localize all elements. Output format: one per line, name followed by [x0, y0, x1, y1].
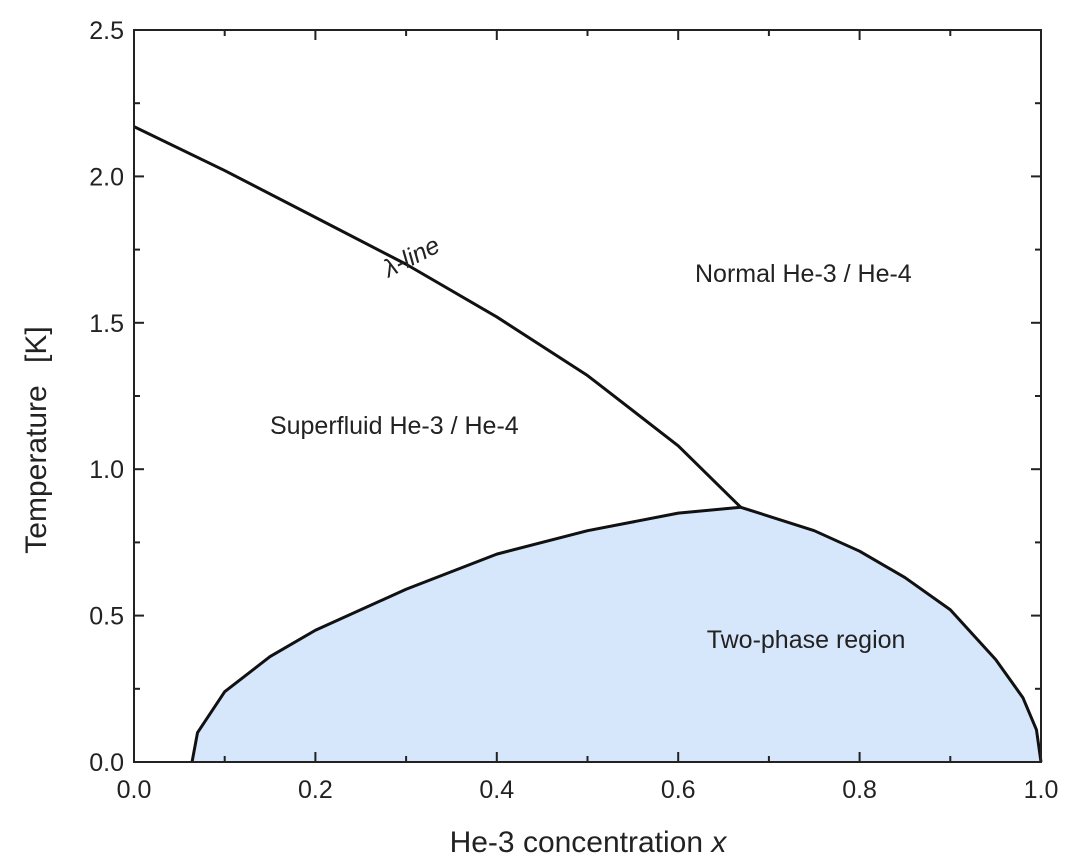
lambda-line — [133, 125, 742, 509]
lambda-line-label: λ-line — [377, 231, 445, 284]
x-tick-label: 0.0 — [117, 776, 152, 804]
x-tick-label: 0.8 — [842, 776, 877, 804]
y-tick-label: 1.5 — [89, 310, 124, 338]
axes-layer: 0.0 0.2 0.4 0.6 0.8 1.0 0.0 0.5 1.0 1.5 2.0 2.5 — [89, 17, 1058, 804]
y-axis-label-text: Temperature — [20, 385, 53, 553]
y-tick-label: 1.0 — [89, 456, 124, 484]
y-tick-label: 2.0 — [89, 163, 124, 191]
x-axis-label-text: He-3 concentration — [450, 826, 703, 859]
x-tick-label: 0.4 — [479, 776, 514, 804]
y-axis-label: Temperature [K] — [20, 326, 53, 553]
two-phase-region-fill — [192, 507, 1042, 762]
x-axis-label: He-3 concentration x — [450, 826, 728, 859]
y-tick-label: 0.5 — [89, 603, 124, 631]
two-phase-region-label: Two-phase region — [707, 626, 906, 654]
y-tick-label: 0.0 — [89, 749, 124, 777]
x-tick-label: 0.6 — [661, 776, 696, 804]
superfluid-region-label: Superfluid He-3 / He-4 — [270, 412, 519, 440]
plot-layer — [133, 125, 1043, 763]
y-tick-label: 2.5 — [89, 17, 124, 45]
two-phase-boundary-line — [190, 505, 1043, 763]
normal-region-label: Normal He-3 / He-4 — [695, 260, 912, 288]
x-tick-label: 0.2 — [298, 776, 333, 804]
x-axis-label-variable: x — [709, 826, 727, 859]
x-tick-label: 1.0 — [1024, 776, 1059, 804]
y-axis-label-unit: [K] — [20, 326, 53, 363]
